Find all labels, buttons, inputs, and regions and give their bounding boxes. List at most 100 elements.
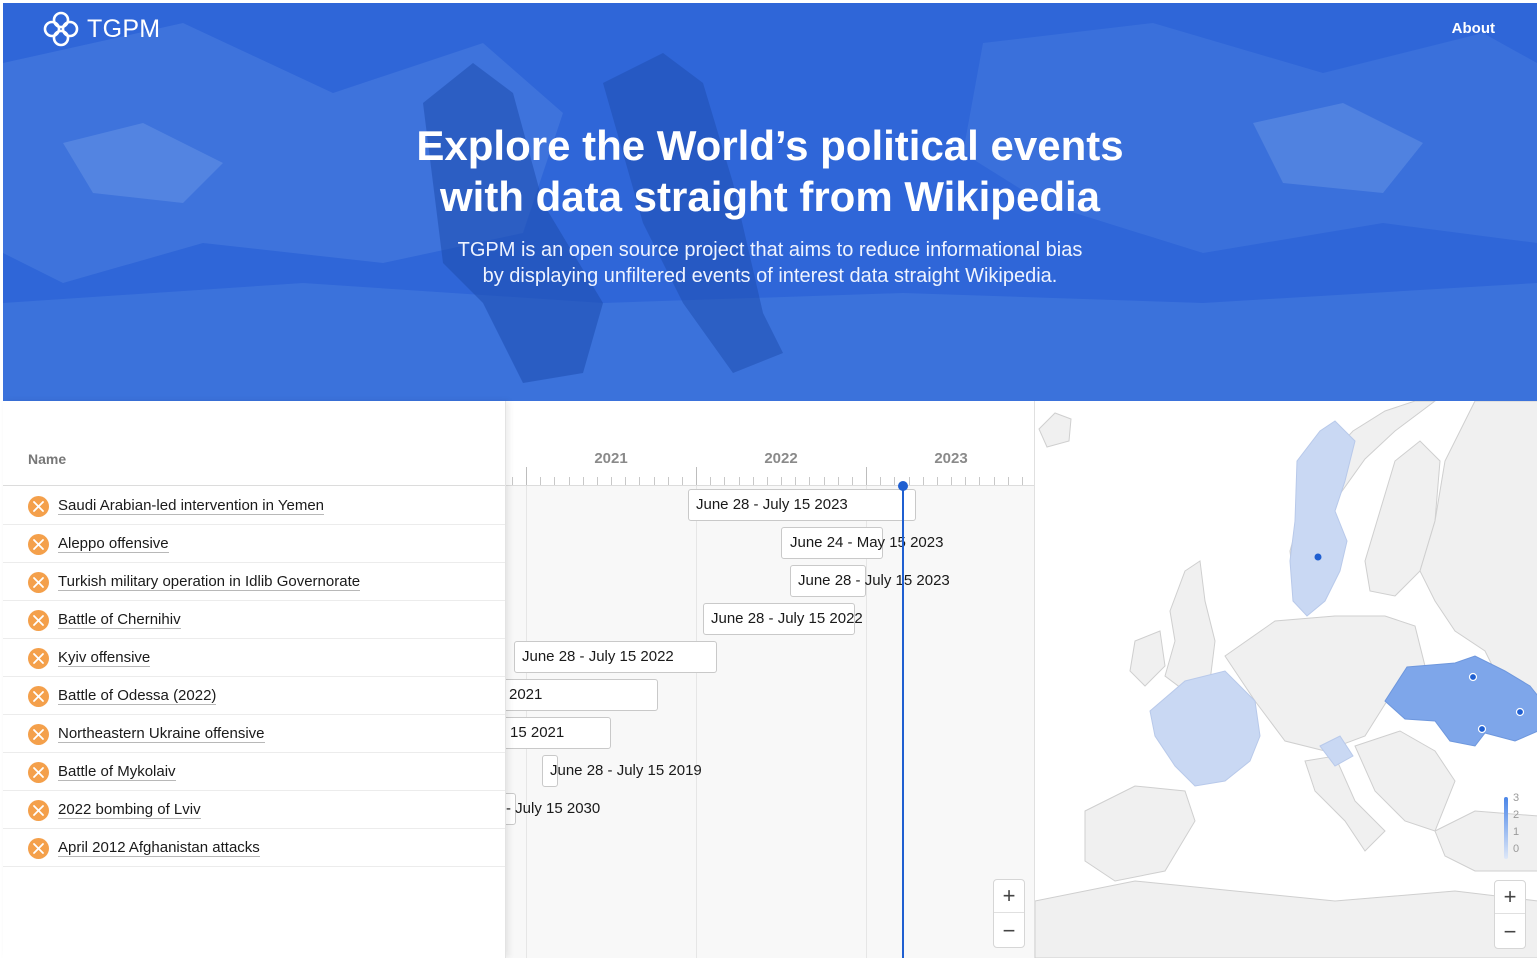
- event-bar-label: June 28 - July 15 2022: [711, 610, 863, 627]
- event-name[interactable]: Battle of Chernihiv: [58, 611, 181, 629]
- crossed-swords-icon: [28, 724, 49, 745]
- legend-value: 3: [1513, 792, 1520, 804]
- month-tick: [569, 477, 570, 485]
- grid-line: [866, 486, 867, 958]
- brand-name: TGPM: [87, 14, 161, 43]
- event-name[interactable]: Turkish military operation in Idlib Gove…: [58, 573, 361, 591]
- list-item[interactable]: Kyiv offensive: [3, 639, 505, 677]
- map-marker: [1477, 724, 1487, 734]
- legend-value: 2: [1513, 809, 1520, 821]
- crossed-swords-icon: [28, 800, 49, 821]
- crossed-swords-icon: [28, 572, 49, 593]
- france-region: [1149, 670, 1261, 787]
- legend-gradient: [1504, 797, 1508, 859]
- month-tick: [540, 477, 541, 485]
- map-zoom-out-button[interactable]: −: [1503, 918, 1517, 944]
- event-name[interactable]: Saudi Arabian-led intervention in Yemen: [58, 497, 325, 515]
- about-link[interactable]: About: [1451, 20, 1495, 37]
- event-name[interactable]: Northeastern Ukraine offensive: [58, 725, 265, 743]
- event-bar[interactable]: [790, 565, 866, 597]
- event-bar-label: June 24 - May 15 2023: [790, 534, 944, 551]
- list-item[interactable]: Battle of Odessa (2022): [3, 677, 505, 715]
- year-label: 2022: [764, 450, 798, 467]
- map-canvas: [1035, 401, 1537, 958]
- month-tick: [852, 477, 853, 485]
- list-item[interactable]: Aleppo offensive: [3, 525, 505, 563]
- month-tick: [625, 477, 626, 485]
- event-bar-label: 15 2021: [510, 724, 565, 741]
- hero-subtitle: TGPM is an open source project that aims…: [3, 237, 1537, 289]
- month-tick: [668, 477, 669, 485]
- event-bar[interactable]: [703, 603, 855, 635]
- timeline-chart[interactable]: 2021 2022 2023 June 28 - July 15 2023 Ju…: [506, 401, 1034, 958]
- timeline-zoom-out-button[interactable]: −: [1002, 917, 1016, 943]
- event-name[interactable]: Kyiv offensive: [58, 649, 151, 667]
- top-navigation: TGPM About: [3, 3, 1537, 55]
- list-item[interactable]: Saudi Arabian-led intervention in Yemen: [3, 487, 505, 525]
- month-tick: [724, 477, 725, 485]
- list-item[interactable]: Northeastern Ukraine offensive: [3, 715, 505, 753]
- month-tick: [909, 477, 910, 485]
- brand-logo-icon: [43, 11, 79, 47]
- map-marker: [1515, 707, 1525, 717]
- month-tick: [795, 477, 796, 485]
- grid-line: [696, 486, 697, 958]
- month-tick: [682, 477, 683, 485]
- month-tick: [554, 477, 555, 485]
- timeline-zoom-in-button[interactable]: +: [994, 880, 1024, 913]
- year-tick: [866, 467, 867, 485]
- event-bar[interactable]: [506, 793, 516, 825]
- event-name[interactable]: 2022 bombing of Lviv: [58, 801, 201, 819]
- event-name[interactable]: Aleppo offensive: [58, 535, 169, 553]
- name-column-header[interactable]: Name: [28, 451, 67, 467]
- month-tick: [767, 477, 768, 485]
- list-item[interactable]: Battle of Chernihiv: [3, 601, 505, 639]
- event-list: Name Saudi Arabian-led intervention in Y…: [3, 401, 506, 958]
- event-bar[interactable]: [542, 755, 558, 787]
- month-tick: [994, 477, 995, 485]
- month-tick: [894, 477, 895, 485]
- crossed-swords-icon: [28, 496, 49, 517]
- hero-subtitle-line-2: by displaying unfiltered events of inter…: [482, 265, 1058, 287]
- event-bar[interactable]: [781, 527, 883, 559]
- hero-title-line-2: with data straight from Wikipedia: [439, 173, 1101, 220]
- list-item[interactable]: April 2012 Afghanistan attacks: [3, 829, 505, 867]
- map-zoom-in-button[interactable]: +: [1495, 881, 1525, 914]
- list-item[interactable]: Battle of Mykolaiv: [3, 753, 505, 791]
- timeline-zoom-control: + −: [993, 879, 1025, 948]
- month-tick: [739, 477, 740, 485]
- legend-value: 0: [1513, 843, 1520, 855]
- event-bar[interactable]: [688, 489, 916, 521]
- month-tick: [809, 477, 810, 485]
- event-bar[interactable]: [514, 641, 717, 673]
- month-tick: [611, 477, 612, 485]
- event-bar-label: 2021: [509, 686, 543, 703]
- hero-background-image: [3, 3, 1537, 401]
- hero-title: Explore the World’s political events wit…: [3, 120, 1537, 222]
- event-name[interactable]: Battle of Odessa (2022): [58, 687, 217, 705]
- list-item[interactable]: Turkish military operation in Idlib Gove…: [3, 563, 505, 601]
- crossed-swords-icon: [28, 762, 49, 783]
- europe-map[interactable]: 3 2 1 0 + −: [1034, 401, 1537, 958]
- event-name[interactable]: Battle of Mykolaiv: [58, 763, 176, 781]
- year-label: 2023: [934, 450, 968, 467]
- crossed-swords-icon: [28, 686, 49, 707]
- event-name[interactable]: April 2012 Afghanistan attacks: [58, 839, 260, 857]
- hero-subtitle-line-1: TGPM is an open source project that aims…: [457, 239, 1083, 261]
- month-tick: [937, 477, 938, 485]
- map-zoom-control: + −: [1494, 880, 1526, 949]
- month-tick: [951, 477, 952, 485]
- year-tick: [526, 467, 527, 485]
- event-bar[interactable]: [506, 679, 658, 711]
- current-date-marker: [898, 481, 908, 491]
- month-tick: [639, 477, 640, 485]
- month-tick: [979, 477, 980, 485]
- crossed-swords-icon: [28, 838, 49, 859]
- list-item[interactable]: 2022 bombing of Lviv: [3, 791, 505, 829]
- current-date-line: [902, 485, 904, 958]
- brand-logo[interactable]: TGPM: [43, 11, 160, 47]
- month-tick: [838, 477, 839, 485]
- event-bar[interactable]: [506, 717, 611, 749]
- map-legend: 3 2 1 0: [1502, 792, 1524, 863]
- year-tick: [696, 467, 697, 485]
